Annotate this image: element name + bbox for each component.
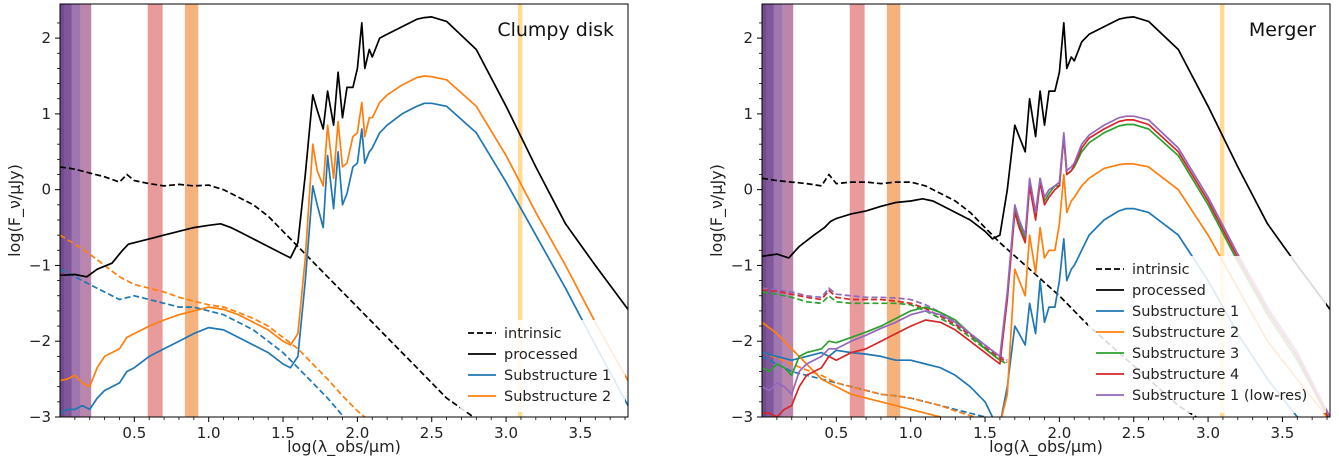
legend-box (1088, 256, 1326, 413)
panel-title: Merger (1249, 19, 1316, 41)
series-line-processed (762, 16, 1330, 310)
y-axis-label: log(F_ν/μJy) (5, 164, 25, 257)
y-tick-label: 1 (743, 105, 753, 123)
series-line-processed (60, 16, 628, 310)
series-line-substructure-4 (762, 119, 1330, 417)
legend-label: intrinsic (1132, 262, 1190, 278)
x-tick-label: 2.5 (420, 424, 444, 442)
y-tick-label: −2 (29, 332, 51, 350)
x-tick-label: 0.5 (824, 424, 848, 442)
legend: intrinsic processed Substructure 1 Substruc… (1088, 256, 1326, 413)
series-line-substructure-3-intrinsic (762, 291, 1008, 365)
legend-label: Substructure 1 (low-res) (1132, 388, 1307, 404)
filter-band-6 (886, 4, 901, 417)
y-tick-label: 1 (41, 105, 51, 123)
x-tick-label: 1.0 (197, 424, 221, 442)
filter-band-2 (766, 4, 774, 417)
legend-label: Substructure 2 (1132, 325, 1239, 341)
x-tick-label: 3.5 (568, 424, 592, 442)
x-tick-label: 2.0 (1047, 424, 1071, 442)
legend-label: processed (1132, 283, 1206, 299)
x-tick-label: 3.0 (494, 424, 518, 442)
legend-label: intrinsic (504, 326, 562, 342)
series-line-intrinsic (60, 166, 474, 417)
series-line-substructure-1 (762, 207, 1302, 417)
x-tick-label: 2.0 (345, 424, 369, 442)
series-line-substructure-1 (60, 102, 628, 414)
legend-label: processed (504, 347, 578, 363)
series-line-substructure-2-intrinsic (762, 351, 977, 417)
filter-band-5 (147, 4, 163, 417)
y-tick-label: −2 (731, 332, 753, 350)
x-tick-label: 1.5 (271, 424, 295, 442)
plot-frame (59, 3, 629, 418)
legend-label: Substructure 4 (1132, 367, 1239, 383)
legend-label: Substructure 3 (1132, 346, 1239, 362)
x-tick-label: 1.5 (973, 424, 997, 442)
filter-band-1 (762, 4, 767, 417)
series-line-substructure-1-low-res (762, 115, 1330, 417)
x-axis-label: log(λ_obs/μm) (989, 437, 1103, 457)
filter-band-1 (60, 4, 65, 417)
filter-band-7 (517, 4, 523, 417)
series-lines (60, 16, 628, 417)
legend: intrinsic processed Substructure 1 Substruc… (460, 320, 625, 412)
y-tick-label: 2 (41, 29, 51, 47)
x-tick-label: 0.5 (122, 424, 146, 442)
panel-title: Clumpy disk (497, 19, 614, 41)
series-line-substructure-2-intrinsic (60, 234, 366, 417)
x-axis-label: log(λ_obs/μm) (287, 437, 401, 457)
filter-band-7 (1219, 4, 1225, 417)
filter-band-3 (773, 4, 783, 417)
series-line-substructure-4-intrinsic (762, 288, 1008, 364)
filter-band-2 (64, 4, 72, 417)
x-tick-label: 3.0 (1196, 424, 1220, 442)
filter-band-6 (184, 4, 199, 417)
legend-label: Substructure 2 (504, 389, 611, 405)
filter-band-5 (849, 4, 865, 417)
series-line-substructure-2 (762, 163, 1329, 417)
filter-band-3 (71, 4, 81, 417)
y-tick-label: 0 (743, 181, 753, 199)
legend-label: Substructure 1 (1132, 304, 1239, 320)
x-tick-label: 3.5 (1270, 424, 1294, 442)
x-tick-label: 2.5 (1122, 424, 1146, 442)
y-axis-label: log(F_ν/μJy) (707, 164, 727, 257)
x-tick-label: 1.0 (899, 424, 923, 442)
y-tick-label: 0 (41, 181, 51, 199)
filter-band-4 (782, 4, 794, 417)
y-tick-label: 2 (743, 29, 753, 47)
series-line-substructure-1-intrinsic (60, 268, 344, 417)
y-tick-label: −1 (731, 256, 753, 274)
chart-panel-1: 0.5 1.0 1.5 2.0 2.5 3.0 3.5 −3 −2 −1 0 1 2 log(λ_obs/… (5, 3, 629, 457)
legend-label: Substructure 1 (504, 368, 611, 384)
chart-panel-2: 0.5 1.0 1.5 2.0 2.5 3.0 3.5 −3 −2 −1 0 1 2 log(λ_obs/… (707, 3, 1331, 457)
filter-bands (762, 4, 1225, 417)
series-line-substructure-2 (60, 75, 628, 388)
filter-band-4 (80, 4, 92, 417)
y-tick-label: −1 (29, 256, 51, 274)
y-tick-label: −3 (731, 408, 753, 426)
filter-bands (60, 4, 523, 417)
plot-frame (761, 3, 1331, 418)
y-tick-label: −3 (29, 408, 51, 426)
